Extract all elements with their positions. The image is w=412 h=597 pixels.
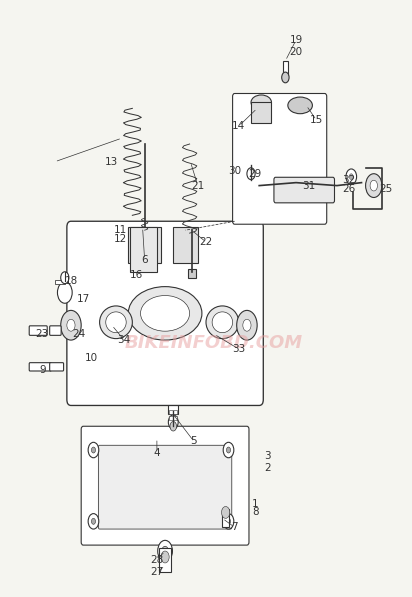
Bar <box>251 103 272 123</box>
Text: 30: 30 <box>228 166 241 176</box>
Circle shape <box>223 442 234 458</box>
Bar <box>130 227 157 272</box>
Bar <box>128 227 161 263</box>
Text: 7: 7 <box>231 522 238 533</box>
Circle shape <box>223 513 234 529</box>
Circle shape <box>346 169 357 184</box>
FancyBboxPatch shape <box>233 94 327 224</box>
Circle shape <box>158 540 173 562</box>
FancyBboxPatch shape <box>29 362 52 371</box>
Ellipse shape <box>106 312 126 333</box>
Text: 32: 32 <box>343 175 356 184</box>
Ellipse shape <box>251 95 272 110</box>
Text: 27: 27 <box>150 567 164 577</box>
Bar <box>169 416 177 420</box>
Circle shape <box>61 272 69 284</box>
FancyBboxPatch shape <box>98 445 232 529</box>
Text: 4: 4 <box>154 448 160 458</box>
Text: 9: 9 <box>39 365 46 375</box>
Circle shape <box>161 551 169 563</box>
Circle shape <box>61 310 81 340</box>
Text: 28: 28 <box>150 555 164 565</box>
Circle shape <box>170 421 176 431</box>
FancyBboxPatch shape <box>274 177 335 203</box>
Circle shape <box>365 174 382 198</box>
FancyBboxPatch shape <box>81 426 249 545</box>
Text: 10: 10 <box>85 353 98 363</box>
Text: 8: 8 <box>252 507 258 518</box>
Text: 2: 2 <box>264 463 271 473</box>
Circle shape <box>236 310 257 340</box>
Text: 12: 12 <box>113 234 126 244</box>
Ellipse shape <box>140 296 190 331</box>
Circle shape <box>57 282 72 303</box>
Circle shape <box>247 168 255 180</box>
Circle shape <box>349 174 353 180</box>
Text: 29: 29 <box>248 169 262 179</box>
Text: 3: 3 <box>264 451 271 461</box>
Text: 6: 6 <box>141 255 148 265</box>
Bar <box>187 269 196 278</box>
Circle shape <box>227 518 231 524</box>
Bar <box>173 227 198 263</box>
Text: 34: 34 <box>117 335 131 345</box>
Circle shape <box>91 518 96 524</box>
Ellipse shape <box>288 97 312 113</box>
Bar <box>169 410 177 414</box>
Text: 19: 19 <box>289 35 303 45</box>
Text: 22: 22 <box>199 237 213 247</box>
Text: 14: 14 <box>232 121 246 131</box>
Ellipse shape <box>128 287 202 340</box>
Circle shape <box>282 72 289 83</box>
Text: 17: 17 <box>77 294 90 303</box>
Text: 25: 25 <box>379 183 393 193</box>
Text: 16: 16 <box>130 270 143 280</box>
Bar <box>54 280 65 284</box>
Circle shape <box>222 506 230 518</box>
Text: 24: 24 <box>73 329 86 339</box>
Text: 13: 13 <box>105 157 119 167</box>
Bar <box>169 404 178 414</box>
Bar <box>159 548 171 572</box>
FancyBboxPatch shape <box>67 221 263 405</box>
Bar <box>222 509 229 527</box>
Circle shape <box>88 442 99 458</box>
Text: 11: 11 <box>113 225 126 235</box>
Text: 5: 5 <box>190 436 197 446</box>
Text: 31: 31 <box>302 181 315 190</box>
Ellipse shape <box>206 306 239 338</box>
Circle shape <box>243 319 251 331</box>
Text: 18: 18 <box>64 276 77 286</box>
Circle shape <box>67 319 75 331</box>
Circle shape <box>227 447 231 453</box>
Text: BIKEINFOBD.COM: BIKEINFOBD.COM <box>125 334 303 352</box>
Circle shape <box>88 513 99 529</box>
Text: 20: 20 <box>290 47 302 57</box>
Circle shape <box>370 180 377 191</box>
Bar <box>283 61 288 76</box>
Circle shape <box>169 415 178 429</box>
FancyBboxPatch shape <box>29 326 47 336</box>
Circle shape <box>162 546 169 556</box>
Text: 26: 26 <box>343 183 356 193</box>
FancyBboxPatch shape <box>50 326 61 336</box>
Text: 21: 21 <box>191 181 204 190</box>
Text: 15: 15 <box>310 115 323 125</box>
Text: 33: 33 <box>232 344 246 354</box>
Circle shape <box>91 447 96 453</box>
Text: 1: 1 <box>252 498 258 509</box>
FancyBboxPatch shape <box>50 362 63 371</box>
Ellipse shape <box>100 306 132 338</box>
Ellipse shape <box>212 312 233 333</box>
Text: 23: 23 <box>36 329 49 339</box>
